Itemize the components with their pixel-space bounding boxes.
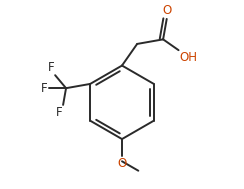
Text: F: F [56,106,62,119]
Text: O: O [162,4,171,17]
Text: F: F [41,82,48,95]
Text: F: F [47,61,54,74]
Text: O: O [117,157,127,170]
Text: OH: OH [180,51,197,64]
